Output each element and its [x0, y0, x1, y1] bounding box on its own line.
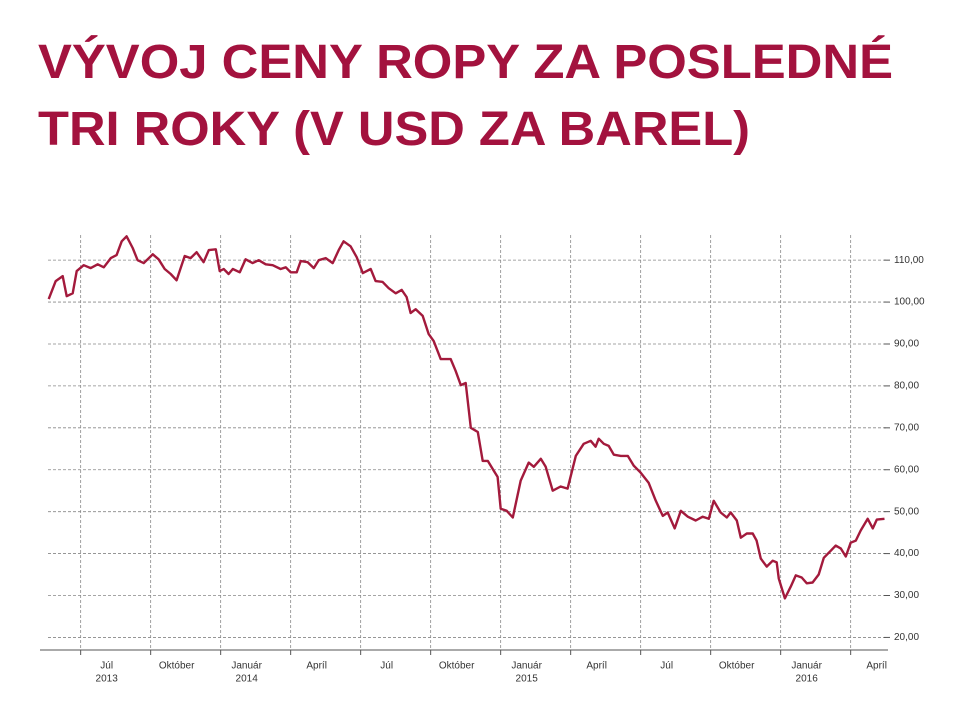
x-tick-label: Október: [719, 661, 755, 672]
y-tick-label: 110,00: [894, 255, 924, 266]
x-tick-label: Január: [511, 661, 542, 672]
chart-title: VÝVOJ CENY ROPY ZA POSLEDNÉ: [38, 35, 893, 89]
y-tick-label: 40,00: [894, 548, 919, 559]
x-tick-year: 2013: [96, 674, 119, 685]
x-tick-label: Október: [159, 661, 195, 672]
x-tick-label: Apríl: [306, 661, 327, 672]
x-tick-label: Január: [791, 661, 822, 672]
y-tick-label: 50,00: [894, 506, 919, 517]
x-tick-label: Apríl: [866, 661, 887, 672]
x-tick-year: 2016: [796, 674, 819, 685]
x-tick-label: Júl: [100, 661, 113, 672]
x-tick-year: 2015: [516, 674, 539, 685]
x-tick-label: Január: [231, 661, 262, 672]
price-line: [47, 235, 885, 600]
x-tick-year: 2014: [236, 674, 259, 685]
chart-title: TRI ROKY (V USD ZA BAREL): [38, 103, 750, 156]
x-tick-label: Apríl: [586, 661, 607, 672]
x-tick-label: Júl: [660, 661, 673, 672]
x-tick-label: Júl: [380, 661, 393, 672]
y-tick-label: 70,00: [894, 422, 919, 433]
y-tick-label: 100,00: [894, 297, 925, 308]
y-tick-label: 80,00: [894, 381, 919, 392]
y-tick-label: 60,00: [894, 464, 919, 475]
x-tick-label: Október: [439, 661, 475, 672]
y-tick-label: 30,00: [894, 590, 919, 601]
y-tick-label: 90,00: [894, 339, 919, 350]
y-tick-label: 20,00: [894, 632, 919, 643]
